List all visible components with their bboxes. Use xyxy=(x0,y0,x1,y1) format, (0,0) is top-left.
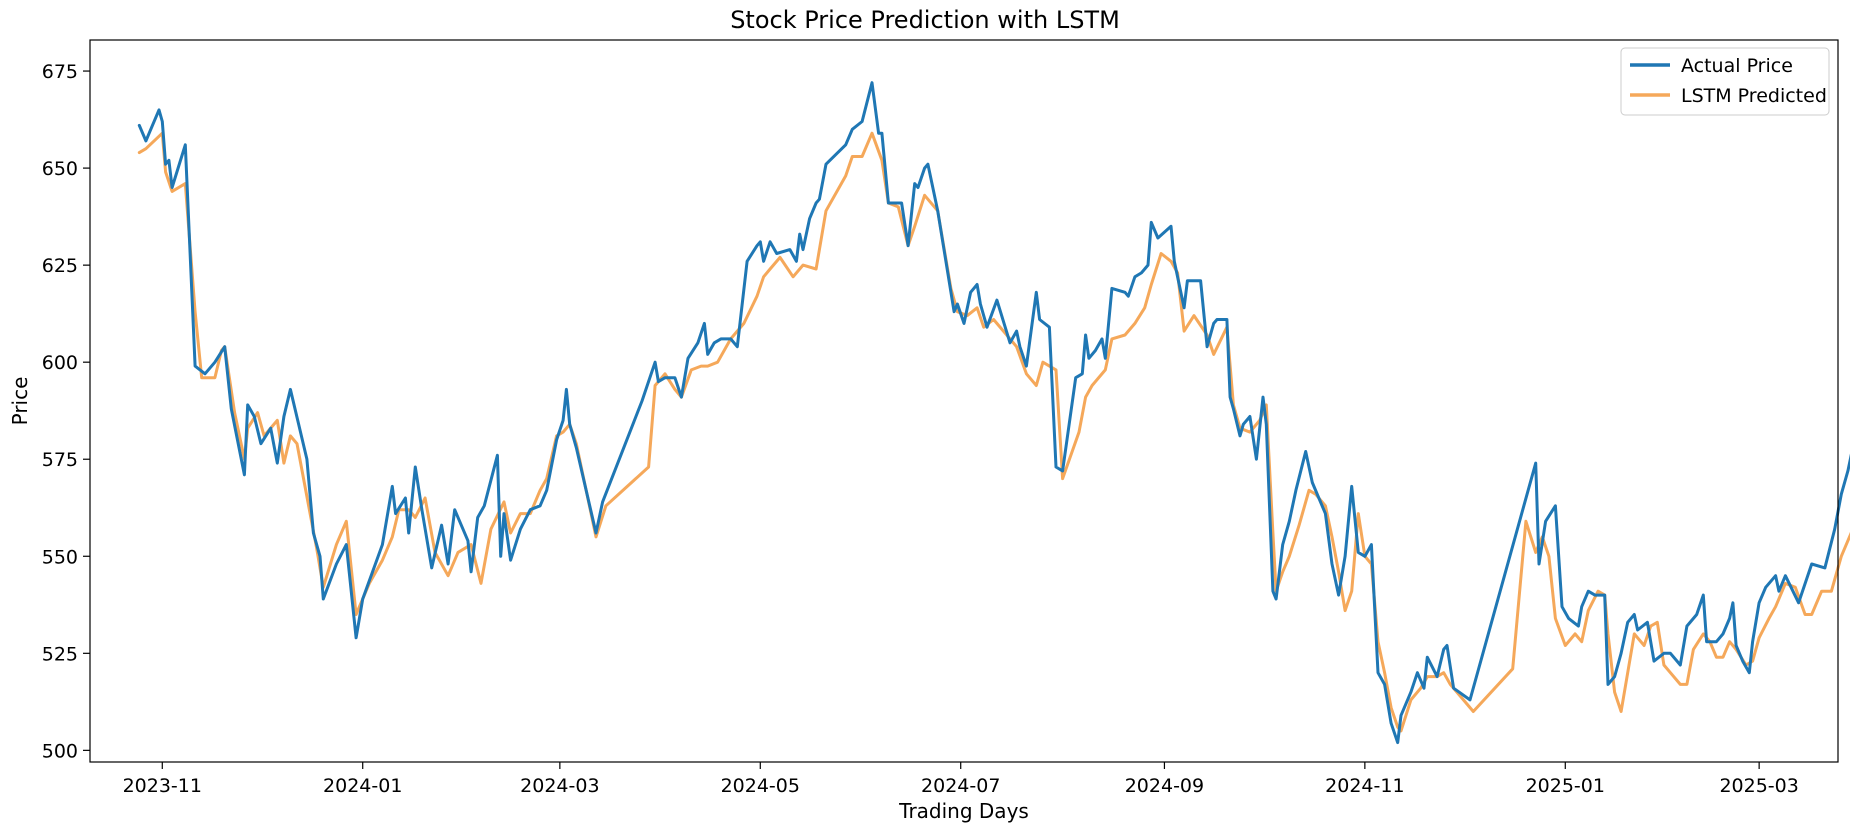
x-tick-label: 2025-03 xyxy=(1719,775,1798,797)
y-tick-label: 575 xyxy=(42,449,78,471)
x-tick-label: 2024-03 xyxy=(520,775,599,797)
x-tick-label: 2024-07 xyxy=(921,775,1000,797)
x-tick-label: 2023-11 xyxy=(123,775,202,797)
x-tick-label: 2025-01 xyxy=(1526,775,1605,797)
y-tick-label: 650 xyxy=(42,158,78,180)
x-axis: 2023-11 2024-01 2024-03 2024-05 2024-07 2024-… xyxy=(123,762,1799,797)
y-tick-label: 550 xyxy=(42,546,78,568)
y-tick-label: 525 xyxy=(42,643,78,665)
x-tick-label: 2024-05 xyxy=(721,775,800,797)
x-tick-label: 2024-11 xyxy=(1325,775,1404,797)
y-tick-label: 625 xyxy=(42,255,78,277)
legend-label-lstm-predicted: LSTM Predicted xyxy=(1681,85,1827,107)
plot-area xyxy=(137,81,1850,745)
series-line-actual-price xyxy=(137,81,1850,745)
y-axis: 500 525 550 575 600 625 650 675 xyxy=(42,61,90,762)
y-tick-label: 600 xyxy=(42,352,78,374)
y-tick-label: 675 xyxy=(42,61,78,83)
legend: Actual Price LSTM Predicted xyxy=(1620,47,1830,116)
chart-title: Stock Price Prediction with LSTM xyxy=(730,6,1120,34)
y-tick-label: 500 xyxy=(42,740,78,762)
x-tick-label: 2024-09 xyxy=(1125,775,1204,797)
series-line-lstm-predicted xyxy=(137,131,1850,733)
legend-label-actual-price: Actual Price xyxy=(1681,55,1793,77)
x-axis-label: Trading Days xyxy=(898,799,1029,823)
plot-frame xyxy=(89,39,1839,763)
legend-box xyxy=(1620,47,1830,116)
y-axis-label: Price xyxy=(8,377,32,426)
x-tick-label: 2024-01 xyxy=(323,775,402,797)
